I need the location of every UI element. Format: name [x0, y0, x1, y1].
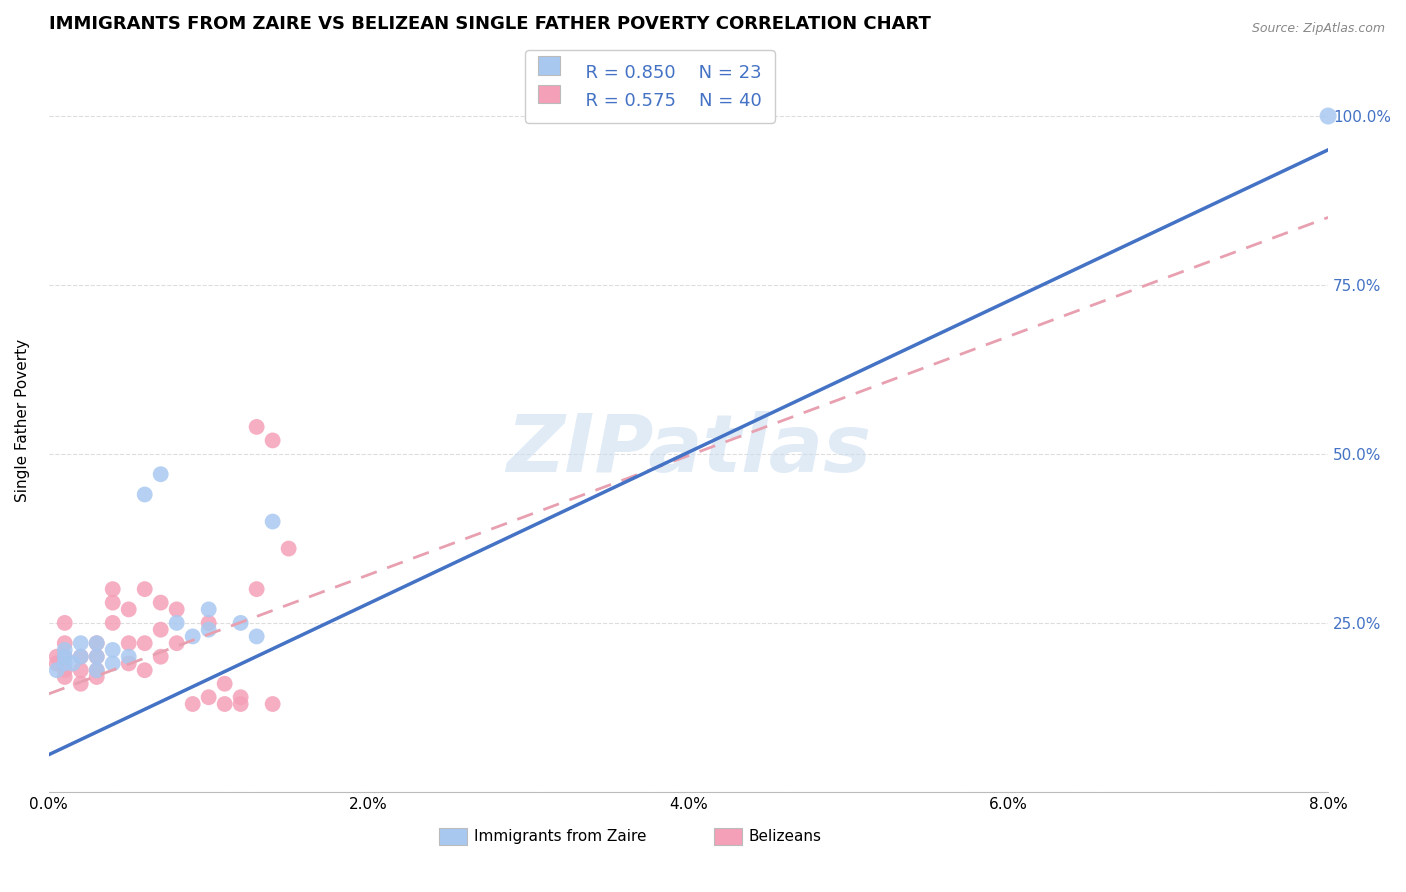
- Point: [262, 515, 284, 529]
- Point: [134, 663, 156, 677]
- Point: [149, 596, 172, 610]
- Point: [86, 636, 108, 650]
- Point: [229, 690, 252, 705]
- Point: [53, 649, 76, 664]
- Text: Belizeans: Belizeans: [748, 829, 821, 844]
- Point: [86, 649, 108, 664]
- Point: [53, 663, 76, 677]
- Point: [53, 643, 76, 657]
- Point: [246, 420, 269, 434]
- Point: [45, 663, 67, 677]
- Point: [118, 602, 141, 616]
- Point: [53, 649, 76, 664]
- Point: [214, 677, 236, 691]
- Bar: [439, 828, 467, 846]
- Text: ZIPatlas: ZIPatlas: [506, 411, 870, 489]
- Point: [69, 663, 91, 677]
- Point: [181, 697, 204, 711]
- Point: [86, 636, 108, 650]
- Point: [166, 615, 188, 630]
- Legend:   R = 0.850    N = 23,   R = 0.575    N = 40: R = 0.850 N = 23, R = 0.575 N = 40: [526, 50, 775, 123]
- Point: [277, 541, 299, 556]
- Point: [229, 697, 252, 711]
- Bar: [714, 828, 742, 846]
- Point: [197, 623, 219, 637]
- Point: [1317, 109, 1340, 123]
- Point: [53, 636, 76, 650]
- Point: [69, 677, 91, 691]
- Text: Immigrants from Zaire: Immigrants from Zaire: [474, 829, 645, 844]
- Point: [53, 615, 76, 630]
- Point: [197, 602, 219, 616]
- Point: [246, 629, 269, 643]
- Point: [69, 649, 91, 664]
- Point: [166, 636, 188, 650]
- Point: [62, 657, 84, 671]
- Point: [86, 649, 108, 664]
- Text: Source: ZipAtlas.com: Source: ZipAtlas.com: [1251, 22, 1385, 36]
- Point: [118, 657, 141, 671]
- Point: [86, 663, 108, 677]
- Point: [181, 629, 204, 643]
- Point: [214, 697, 236, 711]
- Point: [45, 657, 67, 671]
- Point: [134, 487, 156, 501]
- Point: [101, 657, 124, 671]
- Point: [69, 649, 91, 664]
- Point: [118, 636, 141, 650]
- Point: [149, 467, 172, 482]
- Point: [262, 434, 284, 448]
- Point: [69, 636, 91, 650]
- Point: [45, 649, 67, 664]
- Point: [101, 582, 124, 596]
- Point: [149, 623, 172, 637]
- Text: IMMIGRANTS FROM ZAIRE VS BELIZEAN SINGLE FATHER POVERTY CORRELATION CHART: IMMIGRANTS FROM ZAIRE VS BELIZEAN SINGLE…: [49, 15, 931, 33]
- Point: [134, 636, 156, 650]
- Point: [197, 615, 219, 630]
- Point: [101, 643, 124, 657]
- Point: [86, 663, 108, 677]
- Point: [229, 615, 252, 630]
- Point: [86, 670, 108, 684]
- Point: [197, 690, 219, 705]
- Point: [166, 602, 188, 616]
- Y-axis label: Single Father Poverty: Single Father Poverty: [15, 339, 30, 501]
- Point: [53, 657, 76, 671]
- Point: [118, 649, 141, 664]
- Point: [101, 615, 124, 630]
- Point: [53, 670, 76, 684]
- Point: [149, 649, 172, 664]
- Point: [101, 596, 124, 610]
- Point: [246, 582, 269, 596]
- Point: [262, 697, 284, 711]
- Point: [134, 582, 156, 596]
